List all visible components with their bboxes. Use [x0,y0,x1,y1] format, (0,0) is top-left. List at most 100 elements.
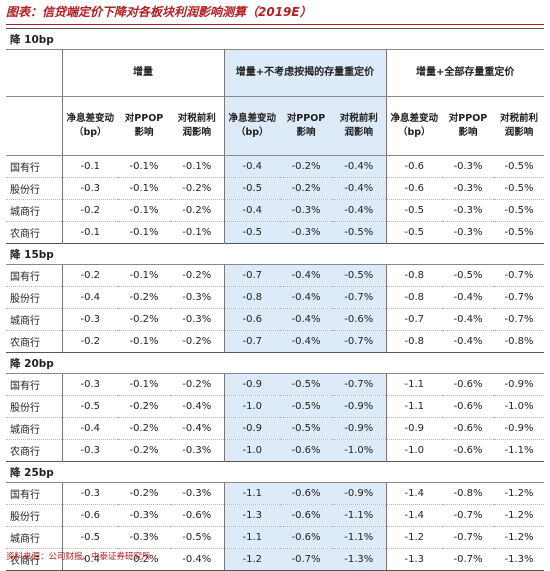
group-header-full-repricing: 增量+全部存量重定价 [385,49,544,97]
bank-type-cell: 股份行 [6,177,62,200]
value-cell: -0.3% [442,177,494,200]
value-cell: -0.6% [442,373,494,396]
value-cell: -0.1% [118,373,170,396]
value-cell: -0.1% [118,155,170,178]
value-cell: -1.3 [223,504,280,527]
value-cell: -0.4 [61,417,118,440]
value-cell: -0.4% [280,330,332,353]
value-cell: -1.1 [385,395,442,418]
value-cell: -0.6 [385,155,442,178]
table-row: 城商行 -0.4 -0.2% -0.4% -0.9 -0.5% -0.9% -0.9 -0.6%… [6,417,544,440]
value-cell: -0.6% [280,504,332,527]
value-cell: -1.2% [494,482,544,505]
bank-type-cell: 农商行 [6,221,62,244]
value-cell: -0.5% [170,526,224,549]
value-cell: -0.3% [170,482,224,505]
value-cell: -1.2 [223,548,280,571]
value-cell: -0.9% [332,395,386,418]
value-cell: -0.8% [442,482,494,505]
value-cell: -0.8 [385,264,442,287]
value-cell: -0.5% [494,221,544,244]
value-cell: -0.2% [118,439,170,462]
value-cell: -0.3 [61,177,118,200]
table-row: 农商行 -0.3 -0.2% -0.3% -1.0 -0.6% -1.0% -1.0 -0.6%… [6,439,544,462]
sub-header-pretax: 对税前利润影响 [170,96,224,156]
value-cell: -0.7% [442,504,494,527]
bank-type-cell: 股份行 [6,504,62,527]
table-row: 股份行 -0.3 -0.1% -0.2% -0.5 -0.2% -0.4% -0.6 -0.3%… [6,177,544,200]
value-cell: -0.4% [280,308,332,331]
bank-type-cell: 国有行 [6,482,62,505]
value-cell: -0.4% [442,330,494,353]
sub-header-row: 净息差变动（bp） 对PPOP影响 对税前利润影响 净息差变动（bp） 对PPOP影响对… [6,96,544,156]
value-cell: -0.6% [280,526,332,549]
value-cell: -1.2 [385,526,442,549]
title-rule [6,24,544,25]
value-cell: -0.5% [332,221,386,244]
value-cell: -0.7% [332,286,386,309]
value-cell: -1.0 [223,439,280,462]
value-cell: -0.4% [442,308,494,331]
value-cell: -0.9% [494,373,544,396]
value-cell: -0.3 [61,439,118,462]
section-label: 降 15bp [6,243,544,265]
value-cell: -0.6% [332,308,386,331]
value-cell: -0.6 [223,308,280,331]
table-row: 国有行 -0.3 -0.1% -0.2% -0.9 -0.5% -0.7% -1.1 -0.6%… [6,373,544,396]
value-cell: -0.2% [280,155,332,178]
bank-type-cell: 城商行 [6,417,62,440]
table-row: 股份行 -0.4 -0.2% -0.3% -0.8 -0.4% -0.7% -0.8 -0.4%… [6,286,544,309]
sub-header-label: 对PPOP影响 [448,113,488,138]
value-cell: -0.5 [385,199,442,222]
value-cell: -0.5% [494,199,544,222]
value-cell: -0.7 [223,264,280,287]
value-cell: -0.6 [61,504,118,527]
value-cell: -1.0% [332,439,386,462]
value-cell: -0.6% [280,482,332,505]
section-row: 降 25bp [6,461,544,483]
section-label: 降 10bp [6,28,544,50]
bank-type-cell: 国有行 [6,373,62,396]
value-cell: -0.3% [280,221,332,244]
value-cell: -0.6% [442,417,494,440]
table-row: 城商行 -0.2 -0.1% -0.2% -0.4 -0.3% -0.4% -0.5 -0.3%… [6,199,544,222]
value-cell: -0.1% [118,221,170,244]
value-cell: -0.3% [442,199,494,222]
value-cell: -0.5 [385,221,442,244]
value-cell: -1.2% [494,526,544,549]
value-cell: -1.1% [494,439,544,462]
corner-cell [6,49,62,97]
value-cell: -0.1% [118,264,170,287]
value-cell: -1.1 [223,482,280,505]
section-label: 降 25bp [6,461,544,483]
value-cell: -0.5% [280,417,332,440]
sub-header-ppop: 对PPOP影响 [280,96,332,156]
value-cell: -0.7% [494,264,544,287]
table-row: 城商行 -0.5 -0.3% -0.5% -1.1 -0.6% -1.1% -1.2 -0.7%… [6,526,544,549]
value-cell: -0.9% [494,417,544,440]
value-cell: -1.3 [385,548,442,571]
value-cell: -0.7% [332,373,386,396]
value-cell: -0.2% [118,286,170,309]
table-row: 国有行 -0.3 -0.2% -0.3% -1.1 -0.6% -0.9% -1.4 -0.8%… [6,482,544,505]
value-cell: -0.6% [442,395,494,418]
value-cell: -0.3% [170,286,224,309]
value-cell: -0.7% [332,330,386,353]
bank-type-cell: 国有行 [6,155,62,178]
value-cell: -0.7% [280,548,332,571]
value-cell: -0.2% [170,330,224,353]
value-cell: -0.3 [61,482,118,505]
value-cell: -1.1% [332,526,386,549]
value-cell: -0.7 [385,308,442,331]
group-header-incremental: 增量 [61,49,224,97]
bank-type-cell: 城商行 [6,199,62,222]
value-cell: -0.1% [118,177,170,200]
table-row: 股份行 -0.5 -0.2% -0.4% -1.0 -0.5% -0.9% -1.1 -0.6%… [6,395,544,418]
table-row: 农商行 -0.1 -0.1% -0.1% -0.5 -0.3% -0.5% -0.5 -0.3%… [6,221,544,244]
value-cell: -0.2% [170,199,224,222]
sub-header-nim: 净息差变动（bp） [223,96,280,156]
value-cell: -1.1 [385,373,442,396]
value-cell: -1.4 [385,482,442,505]
value-cell: -0.9% [332,482,386,505]
value-cell: -0.4% [170,548,224,571]
